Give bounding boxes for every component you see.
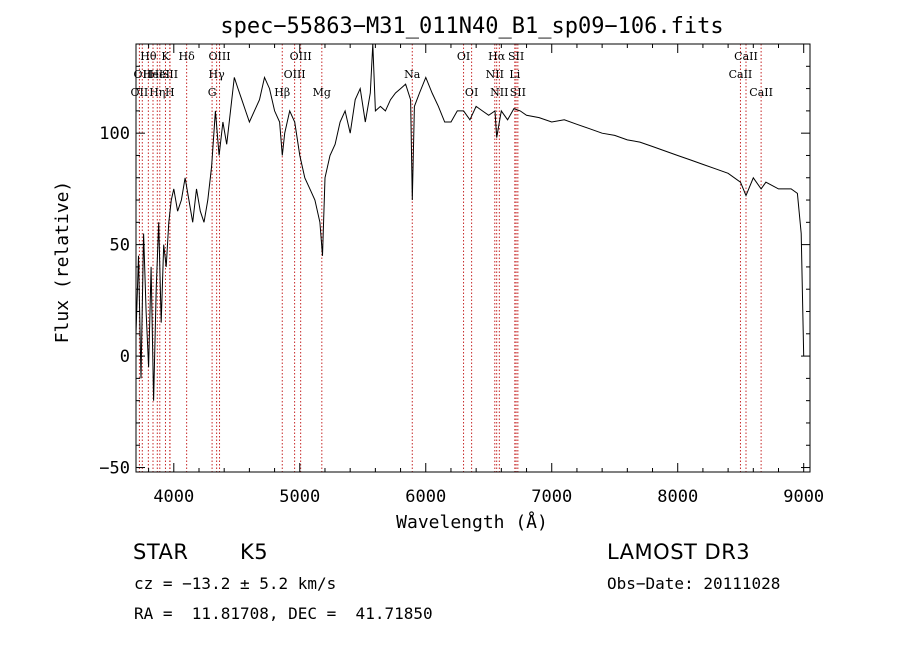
y-tick-label: 0	[120, 347, 130, 367]
line-marker-label: HeI	[150, 68, 170, 81]
line-marker-label: Hδ	[179, 50, 196, 63]
line-marker-label: Hγ	[209, 68, 226, 81]
line-marker-label: Hα	[488, 50, 506, 63]
y-axis-ticks: −50 0 50 100	[99, 65, 810, 479]
redshift-readout: cz = −13.2 ± 5.2 km/s	[134, 574, 337, 593]
line-markers	[138, 44, 762, 472]
chart-title: spec−55863−M31_011N40_B1_sp09−106.fits	[220, 14, 723, 39]
line-marker-label: CaII	[749, 86, 773, 99]
x-tick-label: 5000	[279, 487, 320, 507]
x-axis-label: Wavelength (Å)	[396, 511, 548, 533]
line-marker-label: OII	[133, 68, 151, 81]
line-marker-label: Na	[404, 68, 421, 81]
line-marker-label: OIII	[290, 50, 312, 63]
y-axis-label: Flux (relative)	[52, 181, 73, 344]
line-marker-label: Li	[509, 68, 520, 81]
line-marker-label: NII	[490, 86, 508, 99]
line-marker-label: OIII	[208, 50, 230, 63]
line-marker-labels: OIIOIIHθHeIHηHeIKHSIIHδGHγOIIIHβOIIIOIII…	[131, 50, 773, 99]
plot-frame	[135, 43, 811, 473]
object-type: STAR	[133, 540, 189, 564]
line-marker-label: OII	[131, 86, 149, 99]
x-axis-ticks: 4000 5000 6000 7000 8000 9000	[148, 44, 824, 507]
line-marker-label: CaII	[734, 50, 758, 63]
line-marker-label: H	[165, 86, 175, 99]
x-tick-label: 7000	[531, 487, 572, 507]
line-marker-label: SII	[508, 50, 524, 63]
spectral-subclass: K5	[240, 540, 269, 564]
observation-date: Obs−Date: 20111028	[607, 574, 781, 593]
flux-series-line	[135, 43, 805, 401]
coordinates-readout: RA = 11.81708, DEC = 41.71850	[134, 604, 433, 623]
x-tick-label: 6000	[405, 487, 446, 507]
survey-name: LAMOST DR3	[607, 540, 751, 564]
line-marker-label: Hθ	[140, 50, 157, 63]
line-marker-label: OI	[465, 86, 478, 99]
line-marker-label: SII	[162, 68, 178, 81]
line-marker-label: Hη	[149, 86, 165, 99]
line-marker-label: HeI	[143, 68, 163, 81]
x-tick-label: 9000	[783, 487, 824, 507]
y-tick-label: 100	[99, 124, 130, 144]
line-marker-label: SII	[510, 86, 526, 99]
line-marker-label: CaII	[729, 68, 753, 81]
line-marker-label: NII	[486, 68, 504, 81]
line-marker-label: K	[161, 50, 170, 63]
y-tick-label: 50	[110, 236, 130, 256]
line-marker-label: Hβ	[274, 86, 290, 99]
line-marker-label: G	[208, 86, 217, 99]
line-marker-label: OI	[457, 50, 470, 63]
x-tick-label: 4000	[153, 487, 194, 507]
y-tick-label: −50	[99, 459, 130, 479]
line-marker-label: Mg	[313, 86, 331, 99]
line-marker-label: OIII	[284, 68, 306, 81]
x-tick-label: 8000	[657, 487, 698, 507]
